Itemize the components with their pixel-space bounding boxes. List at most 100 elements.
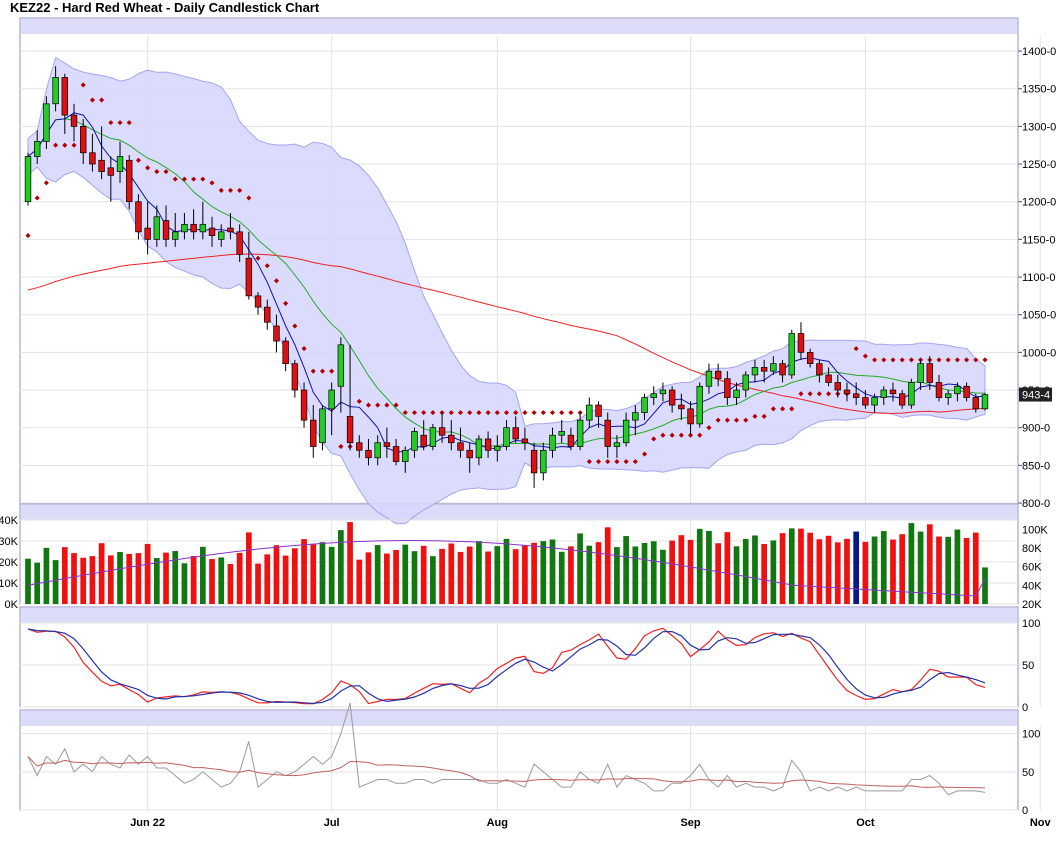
volume-bar <box>71 553 77 604</box>
volume-bar <box>540 541 547 604</box>
candle-body <box>466 449 473 459</box>
candle-body <box>254 295 262 308</box>
volume-bar <box>715 543 721 604</box>
x-month-label: Aug <box>487 817 508 829</box>
atr-legend-item: Average True Range (14): 29-3 <box>144 713 313 725</box>
volume-bar <box>457 551 464 604</box>
candle-body <box>825 374 832 383</box>
volume-bar <box>430 556 436 604</box>
trendspotter-dot <box>80 82 86 88</box>
trendspotter-dot <box>734 417 740 423</box>
candle-body <box>512 427 519 440</box>
candle-body <box>770 363 777 372</box>
volume-bar <box>98 543 105 604</box>
x-month-label: Jul <box>324 817 340 829</box>
volume-bar <box>733 546 740 604</box>
volume-bar <box>494 546 501 604</box>
candle-body <box>567 434 575 447</box>
candle-body <box>429 427 437 447</box>
true-range-tick-label: 50 <box>1022 767 1034 779</box>
trendspotter-dot <box>908 357 914 363</box>
price-tick-label: 1400-0 <box>1022 46 1056 58</box>
trendspotter-dot <box>651 436 657 442</box>
candle-body <box>264 306 271 323</box>
candle-body <box>420 434 427 447</box>
x-month-label: Jun 22 <box>130 817 165 829</box>
volume-bar <box>448 543 455 604</box>
volume-bar <box>338 530 344 604</box>
pct-k-line <box>27 627 986 705</box>
trendspotter-dot <box>595 459 602 465</box>
oi-tick-label: 40K <box>1022 580 1042 592</box>
volume-bar <box>871 536 878 604</box>
candle-body <box>760 367 768 372</box>
trendspotter-dot <box>430 410 436 416</box>
candle-body <box>981 394 989 410</box>
trendspotter-dot <box>145 165 151 171</box>
atr-swatch-icon <box>144 713 157 724</box>
true-range-legend: True Range: 23-0 Average True Range (14)… <box>25 711 1015 726</box>
volume-bar <box>853 531 860 604</box>
trendspotter-dot <box>540 410 546 416</box>
x-month-label: Oct <box>856 817 875 829</box>
trendspotter-dot <box>126 120 132 126</box>
volume-bar <box>503 538 510 604</box>
last-price-marker <box>1019 387 1052 402</box>
candle-body <box>392 446 400 462</box>
volume-bar <box>89 556 96 604</box>
trendspotter-dot <box>568 410 574 416</box>
stochastic-tick-label: 0 <box>1022 702 1028 714</box>
price-tick-label: 1050-0 <box>1022 310 1056 322</box>
volume-bar <box>678 535 685 604</box>
candle-body <box>521 438 529 444</box>
volume-bar <box>374 545 381 604</box>
trendspotter-dot <box>384 402 390 408</box>
candle-body <box>549 434 556 451</box>
trendspotter-dot <box>135 157 141 163</box>
trendspotter-dot <box>798 391 804 397</box>
candle-body <box>218 231 225 240</box>
volume-bar <box>61 547 68 604</box>
trendspotter-dot <box>641 451 648 457</box>
stochastic-tick-label: 100 <box>1022 618 1040 630</box>
volume-bar <box>199 546 206 604</box>
volume-bar <box>696 528 703 604</box>
volume-bar <box>650 541 657 604</box>
true-range-swatch-icon <box>25 713 37 724</box>
trendspotter-dot <box>264 263 270 269</box>
volume-bar <box>420 545 427 604</box>
volume-bar <box>393 550 399 604</box>
price-tick-label: 850-0 <box>1022 460 1050 472</box>
candle-body <box>245 257 253 297</box>
trendspotter-dot <box>881 357 887 363</box>
volume-bar <box>512 549 519 604</box>
trendspotter-dot <box>890 357 896 363</box>
volume-bar <box>641 542 648 604</box>
price-tick-label: 1300-0 <box>1022 121 1056 133</box>
trendspotter-dot <box>826 391 832 397</box>
candle-body <box>751 367 759 376</box>
volume-bar <box>779 533 786 604</box>
volume-bar <box>972 532 979 604</box>
candle-body <box>687 408 694 425</box>
bbands-legend-item: BBANDS (20, 2): 914-3 - 976-6 <box>702 22 877 34</box>
volume-bar <box>411 551 418 604</box>
candle-body <box>871 397 878 406</box>
trendspotter-dot <box>227 187 233 193</box>
trendspotter-dot <box>191 176 197 182</box>
trendspotter-dot <box>816 391 822 397</box>
x-month-label: Nov <box>1030 817 1052 829</box>
candle-body <box>935 382 943 398</box>
candle-body <box>797 333 805 353</box>
trendspotter-dot <box>807 391 813 397</box>
trendspotter-dot <box>393 402 399 408</box>
candle-body <box>116 156 124 172</box>
candle-body <box>576 419 584 447</box>
trendspotter-dot <box>172 176 178 182</box>
volume-bar <box>282 555 289 604</box>
volume-bar <box>531 542 537 604</box>
trendspotter-dot <box>237 187 243 193</box>
volume-bar <box>844 538 850 604</box>
candle-body <box>779 363 786 376</box>
volume-bar <box>365 552 372 604</box>
